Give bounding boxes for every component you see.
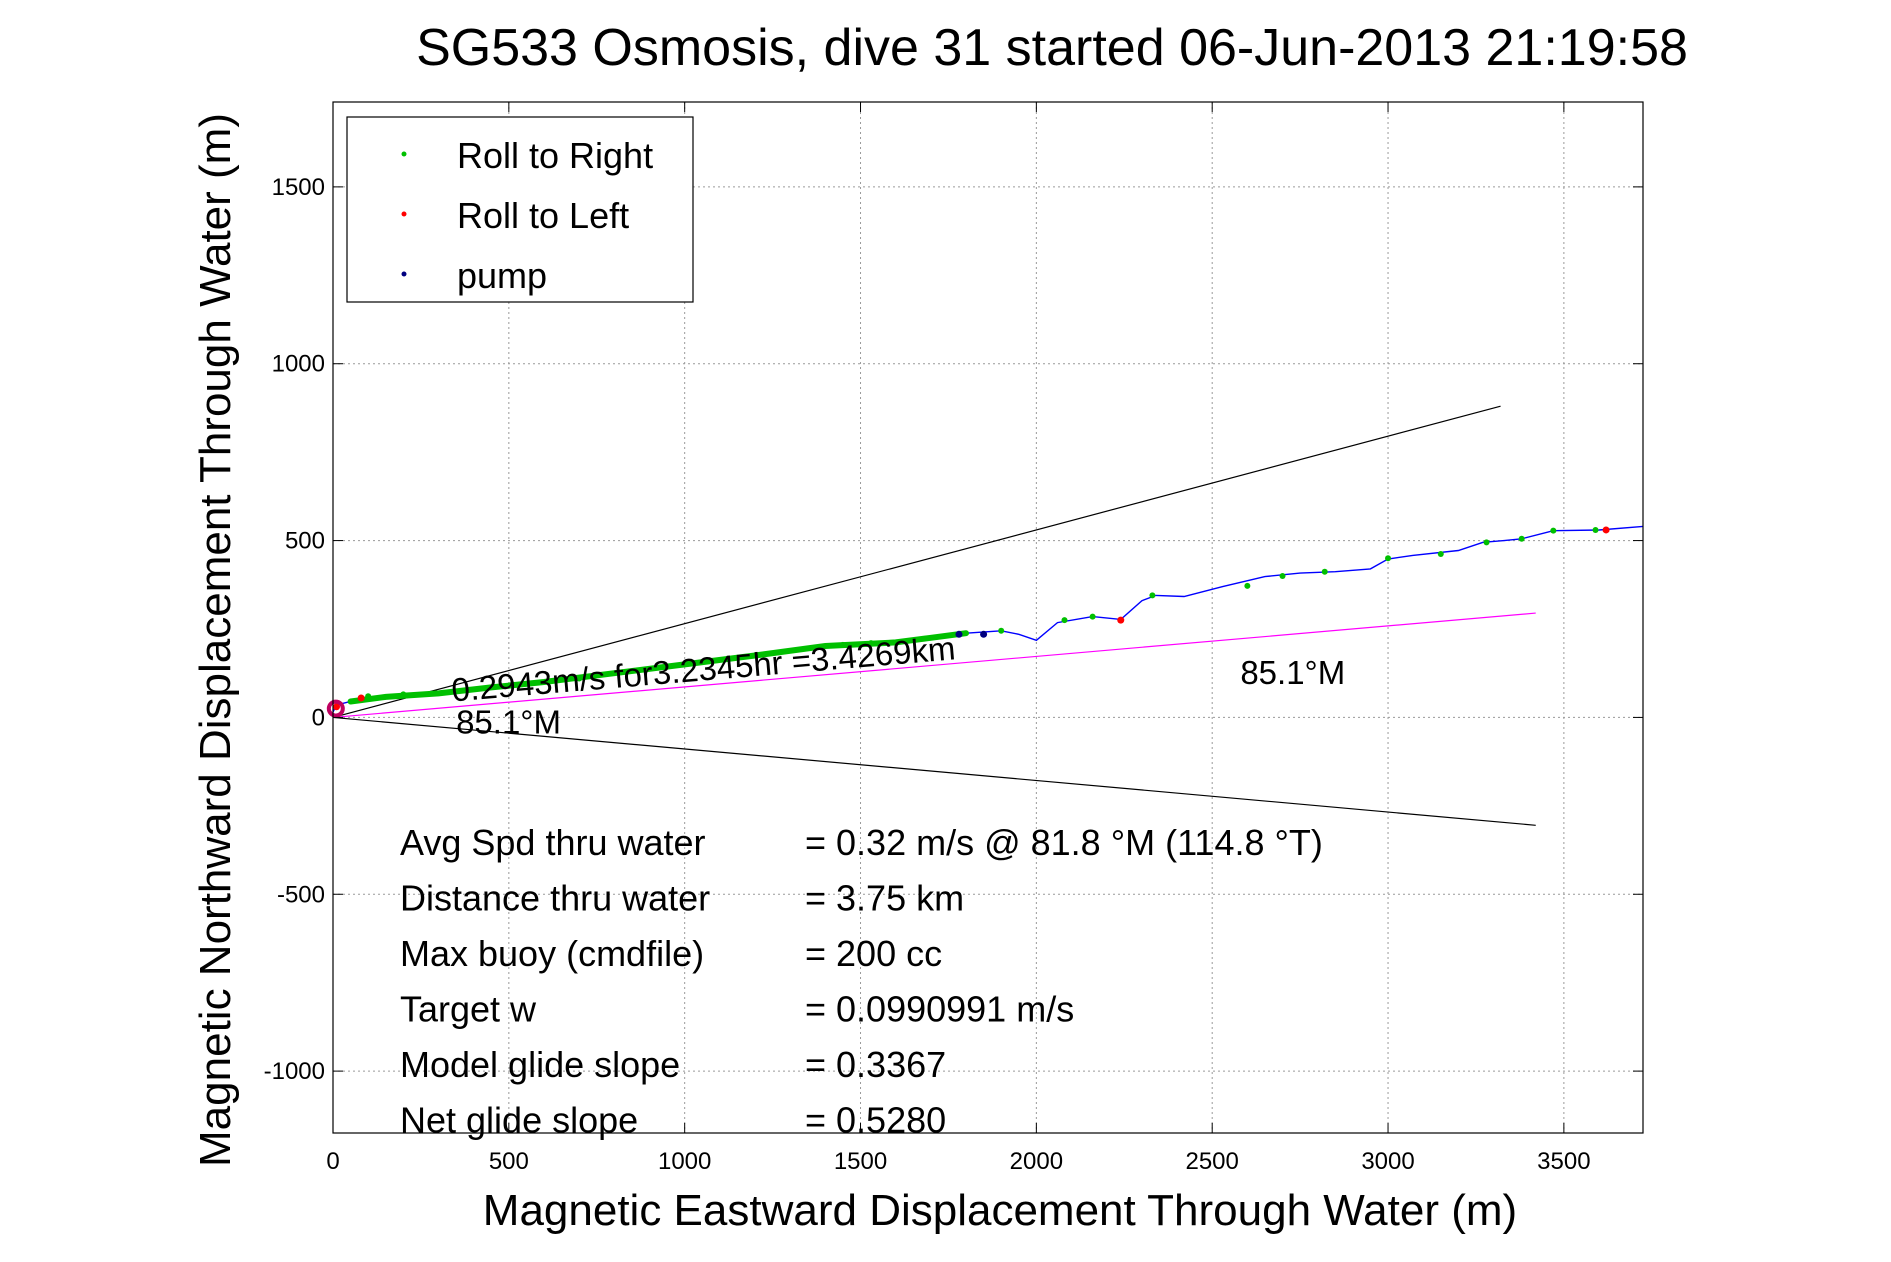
chart-title: SG533 Osmosis, dive 31 started 06-Jun-20… <box>416 19 1688 77</box>
plot-frame <box>332 101 1644 1134</box>
legend: Roll to Right Roll to Left pump <box>346 116 694 303</box>
roll-right-point <box>839 641 846 648</box>
roll-right-point <box>1385 555 1392 562</box>
roll-right-point <box>1483 539 1490 546</box>
roll-right-point <box>1437 551 1444 558</box>
stat-label: Model glide slope <box>400 1044 680 1085</box>
roll-right-point <box>868 640 875 647</box>
y-axis-label: Magnetic Northward Displacement Through … <box>191 113 240 1167</box>
roll-right-point <box>365 693 372 700</box>
reference-line-upper <box>332 405 1501 718</box>
legend-label: Roll to Left <box>457 195 629 236</box>
stat-value: = 0.5280 <box>805 1100 946 1141</box>
annotation-text: 85.1°M <box>456 703 561 740</box>
stat-value: = 0.32 m/s @ 81.8 °M (114.8 °T) <box>805 822 1323 863</box>
legend-label: pump <box>457 255 547 296</box>
stats-block: Avg Spd thru water = 0.32 m/s @ 81.8 °M (… <box>400 822 1323 1141</box>
y-tick-label: 1500 <box>272 174 325 201</box>
y-tick-label: 500 <box>285 528 325 555</box>
annotation-text: 85.1°M <box>1240 654 1345 691</box>
reference-lines <box>332 405 1536 826</box>
reference-line-lower <box>332 716 1536 826</box>
roll-left-point <box>357 694 365 702</box>
stat-label: Max buoy (cmdfile) <box>400 933 704 974</box>
axis-ticks: 0 500 1000 1500 2000 2500 3000 3500 -1000 -500 0 50… <box>264 102 1643 1175</box>
roll-right-point <box>998 627 1005 634</box>
roll-right-point <box>1279 572 1286 579</box>
legend-marker <box>401 271 407 277</box>
start-loop <box>326 699 345 718</box>
roll-right-point <box>1061 617 1068 624</box>
roll-right-point <box>1244 582 1251 589</box>
reference-line-heading <box>332 612 1536 719</box>
x-tick-label: 1500 <box>834 1148 887 1175</box>
roll-right-point <box>576 675 583 682</box>
pump-point <box>955 630 963 638</box>
x-tick-label: 3500 <box>1537 1148 1590 1175</box>
x-tick-label: 1000 <box>658 1148 711 1175</box>
x-axis-label: Magnetic Eastward Displacement Through W… <box>483 1186 1517 1235</box>
y-tick-label: -500 <box>277 881 325 908</box>
stat-value: = 200 cc <box>805 933 942 974</box>
legend-marker <box>401 151 407 157</box>
roll-left-point <box>333 703 341 711</box>
x-tick-label: 0 <box>326 1148 339 1175</box>
y-tick-label: 0 <box>312 704 325 731</box>
roll-left-point <box>1117 616 1125 624</box>
legend-marker <box>401 211 407 217</box>
x-tick-label: 2500 <box>1185 1148 1238 1175</box>
legend-box <box>346 116 694 303</box>
pump-point <box>980 630 988 638</box>
roll-right-point <box>1592 526 1599 533</box>
roll-right-point <box>1149 592 1156 599</box>
x-tick-label: 3000 <box>1361 1148 1414 1175</box>
roll-right-dense-segment <box>347 630 969 705</box>
roll-right-point <box>1550 527 1557 534</box>
legend-label: Roll to Right <box>457 135 653 176</box>
stat-value: = 0.3367 <box>805 1044 946 1085</box>
roll-right-point <box>1321 568 1328 575</box>
roll-right-point <box>1518 535 1525 542</box>
y-tick-label: 1000 <box>272 351 325 378</box>
stat-value: = 3.75 km <box>805 878 964 919</box>
x-tick-label: 2000 <box>1010 1148 1063 1175</box>
stat-label: Target w <box>400 989 537 1030</box>
stat-label: Net glide slope <box>400 1100 638 1141</box>
roll-right-point <box>400 691 407 698</box>
series-markers <box>326 526 1610 718</box>
stat-value: = 0.0990991 m/s <box>805 989 1074 1030</box>
stat-label: Avg Spd thru water <box>400 822 706 863</box>
stat-label: Distance thru water <box>400 878 710 919</box>
x-tick-label: 500 <box>489 1148 529 1175</box>
y-tick-label: -1000 <box>264 1058 325 1085</box>
roll-right-point <box>1089 613 1096 620</box>
roll-left-point <box>1602 526 1610 534</box>
